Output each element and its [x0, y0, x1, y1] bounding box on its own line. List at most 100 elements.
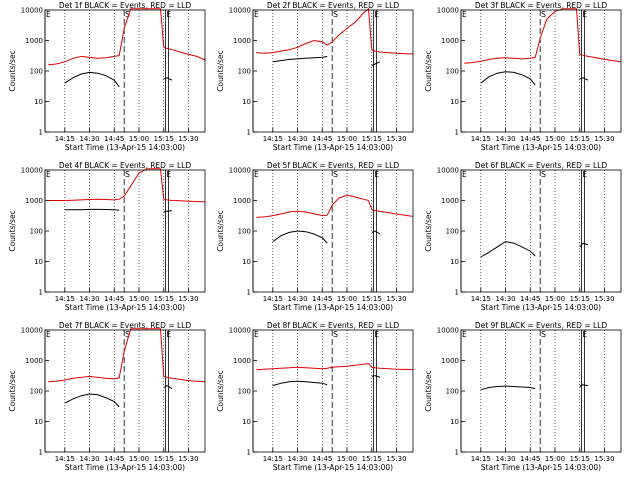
y-tick-label: 10000 — [437, 7, 459, 15]
x-tick-label: 14:15 — [263, 135, 283, 143]
x-tick-label: 14:15 — [55, 135, 75, 143]
y-tick-label: 1 — [39, 289, 43, 297]
y-tick-label: 10000 — [229, 327, 251, 335]
lld-series-line — [256, 7, 414, 55]
y-tick-label: 1 — [39, 129, 43, 137]
x-tick-label: 15:15 — [154, 455, 174, 463]
marker-label: S — [333, 170, 338, 179]
events-series-line — [64, 71, 173, 88]
plot-frame — [44, 169, 206, 293]
panel-title: Det 5f BLACK = Events, RED = LLD — [267, 161, 400, 170]
x-tick-label: 15:30 — [178, 135, 198, 143]
y-axis-label: Counts/sec — [8, 210, 17, 251]
marker-label: S — [333, 330, 338, 339]
x-tick-label: 14:45 — [312, 455, 332, 463]
y-tick-label: 10000 — [21, 167, 43, 175]
x-tick-label: 14:30 — [287, 455, 307, 463]
events-series-line — [480, 241, 589, 258]
x-tick-label: 15:00 — [545, 295, 565, 303]
x-tick-label: 14:15 — [471, 135, 491, 143]
y-tick-label: 1000 — [25, 37, 43, 45]
marker-label: S — [541, 170, 546, 179]
y-tick-label: 1000 — [441, 197, 459, 205]
y-tick-label: 10000 — [21, 327, 43, 335]
y-tick-label: 1 — [247, 449, 251, 457]
y-tick-label: 10 — [450, 98, 459, 106]
marker-label: E — [462, 330, 467, 339]
lld-series-line — [464, 8, 622, 64]
x-tick-label: 14:45 — [520, 295, 540, 303]
y-tick-label: 1000 — [233, 37, 251, 45]
marker-label: S — [125, 10, 130, 19]
x-tick-label: 15:00 — [337, 455, 357, 463]
events-series-line — [272, 230, 381, 244]
panel-title: Det 8f BLACK = Events, RED = LLD — [267, 321, 400, 330]
y-axis-label: Counts/sec — [8, 50, 17, 91]
panel-title: Det 2f BLACK = Events, RED = LLD — [267, 1, 400, 10]
events-series-line — [64, 208, 173, 213]
x-tick-label: 15:15 — [570, 295, 590, 303]
x-tick-label: 15:00 — [129, 295, 149, 303]
y-tick-label: 1 — [247, 129, 251, 137]
x-axis-label: Start Time (13-Apr-15 14:03:00) — [65, 303, 185, 312]
x-tick-label: 14:45 — [520, 455, 540, 463]
plot-frame — [460, 9, 622, 133]
events-series-line — [480, 384, 589, 391]
y-tick-label: 100 — [446, 68, 459, 76]
y-tick-label: 1000 — [233, 357, 251, 365]
x-axis-label: Start Time (13-Apr-15 14:03:00) — [481, 143, 601, 152]
y-tick-label: 10 — [450, 418, 459, 426]
y-tick-label: 1000 — [233, 197, 251, 205]
y-tick-label: 1 — [455, 129, 459, 137]
marker-label: E — [374, 330, 379, 339]
x-tick-label: 14:30 — [495, 135, 515, 143]
y-axis-label: Counts/sec — [216, 370, 225, 411]
marker-label: E — [46, 330, 51, 339]
events-series-line — [64, 385, 173, 408]
x-tick-label: 14:45 — [312, 295, 332, 303]
y-tick-label: 100 — [238, 68, 251, 76]
y-axis-label: Counts/sec — [424, 210, 433, 251]
x-tick-label: 15:15 — [362, 295, 382, 303]
x-axis-label: Start Time (13-Apr-15 14:03:00) — [273, 143, 393, 152]
marker-label: E — [254, 10, 259, 19]
y-axis-label: Counts/sec — [424, 370, 433, 411]
y-tick-label: 100 — [238, 388, 251, 396]
panel-title: Det 9f BLACK = Events, RED = LLD — [475, 321, 608, 330]
x-tick-label: 15:00 — [337, 135, 357, 143]
plot-frame — [252, 9, 414, 133]
x-tick-label: 14:15 — [263, 295, 283, 303]
x-tick-label: 15:30 — [594, 135, 614, 143]
x-tick-label: 15:30 — [386, 135, 406, 143]
marker-label: S — [125, 170, 130, 179]
marker-label: E — [254, 170, 259, 179]
events-series-line — [480, 71, 589, 86]
x-tick-label: 15:30 — [594, 295, 614, 303]
lld-series-line — [48, 328, 206, 383]
x-tick-label: 15:30 — [178, 295, 198, 303]
y-tick-label: 1000 — [441, 37, 459, 45]
x-tick-label: 15:00 — [337, 295, 357, 303]
x-axis-label: Start Time (13-Apr-15 14:03:00) — [65, 463, 185, 472]
marker-label: E — [166, 10, 171, 19]
x-tick-label: 14:15 — [55, 455, 75, 463]
lld-series-line — [256, 194, 414, 218]
y-axis-label: Counts/sec — [216, 210, 225, 251]
y-axis-label: Counts/sec — [8, 370, 17, 411]
y-tick-label: 10 — [34, 258, 43, 266]
marker-label: E — [46, 10, 51, 19]
y-tick-label: 1000 — [25, 357, 43, 365]
x-tick-label: 15:00 — [545, 135, 565, 143]
x-tick-label: 15:15 — [154, 295, 174, 303]
lld-series-line — [48, 8, 206, 66]
marker-label: E — [582, 330, 587, 339]
x-tick-label: 14:30 — [287, 135, 307, 143]
y-tick-label: 100 — [446, 228, 459, 236]
panel-title: Det 6f BLACK = Events, RED = LLD — [475, 161, 608, 170]
marker-label: E — [582, 10, 587, 19]
